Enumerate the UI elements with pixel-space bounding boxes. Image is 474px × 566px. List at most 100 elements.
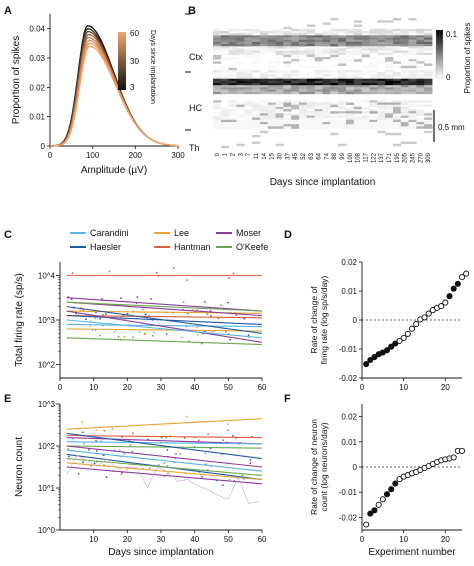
heatmap-cell (275, 111, 284, 114)
heatmap-cell (322, 39, 331, 43)
heatmap-cell (283, 35, 292, 38)
heatmap-cell (408, 109, 417, 112)
legend-entry-okeefe: O'Keefe (236, 242, 268, 252)
x-tick-label: 88 (332, 152, 338, 159)
heatmap-cell (306, 24, 316, 27)
heatmap-cell (369, 80, 378, 84)
heatmap-cell (330, 35, 339, 38)
heatmap-cell (353, 117, 362, 121)
heatmap-cell (213, 48, 222, 51)
heatmap-cell (338, 52, 347, 56)
heatmap-cell (267, 37, 276, 40)
heatmap-cell (283, 52, 292, 56)
data-point (228, 478, 231, 481)
heatmap-cell (385, 87, 394, 90)
heatmap-cell (385, 126, 394, 129)
x-tick-label: 2 (231, 152, 237, 156)
heatmap-cell (353, 41, 362, 45)
heatmap-cell (228, 83, 237, 86)
heatmap-cell (314, 46, 323, 49)
data-point (94, 439, 97, 442)
heatmap-cell (228, 33, 237, 36)
x-tick-label: 1 (223, 152, 229, 156)
heatmap-cell (400, 85, 409, 88)
heatmap-cell (408, 117, 417, 121)
amplitude-curve-3 (50, 31, 179, 147)
heatmap-cell (220, 89, 229, 92)
heatmap-cell (275, 126, 284, 129)
heatmap-cell (291, 44, 300, 47)
heatmap-cell (267, 109, 276, 112)
heatmap-cell (314, 78, 323, 82)
data-point (173, 267, 175, 269)
heatmap-cell (353, 111, 362, 114)
heatmap-cell (424, 59, 433, 62)
heatmap-cell (338, 72, 347, 75)
heatmap-cell (291, 106, 300, 110)
heatmap-cell (306, 78, 316, 82)
heatmap-cell (314, 50, 323, 53)
heatmap-cell (236, 113, 245, 116)
heatmap-cell (236, 33, 245, 36)
heatmap-cell (275, 143, 284, 147)
heatmap-cell (306, 72, 316, 75)
heatmap-cell (314, 70, 323, 73)
heatmap-cell (306, 100, 316, 103)
heatmap-cell (213, 70, 222, 73)
heatmap-cell (416, 41, 425, 45)
heatmap-cell (377, 126, 386, 129)
heatmap-cell (283, 87, 292, 90)
heatmap-cell (306, 102, 316, 105)
colorbar-tick-label: 30 (130, 57, 139, 66)
heatmap-cell (228, 50, 237, 53)
heatmap-cell (338, 124, 347, 127)
heatmap-cell (377, 91, 386, 95)
heatmap-cell (361, 126, 370, 129)
heatmap-cell (424, 89, 433, 92)
heatmap-cell (369, 41, 378, 45)
heatmap-cell (213, 35, 222, 38)
heatmap-cell (306, 87, 316, 90)
heatmap-cell (416, 89, 425, 92)
heatmap-cell (283, 63, 292, 66)
heatmap-cell (228, 91, 237, 95)
heatmap-cell (291, 57, 300, 60)
heatmap-cell (267, 48, 276, 51)
heatmap-cell (314, 115, 323, 118)
heatmap-cell (244, 91, 253, 95)
heatmap-cell (392, 126, 402, 129)
x-tick-label: 74 (324, 152, 330, 159)
heatmap-cell (228, 80, 237, 84)
x-tick-label: 45 (293, 152, 299, 159)
y-tick-label: 0.02 (29, 83, 45, 92)
heatmap-cell (424, 63, 433, 66)
heatmap-cell (377, 89, 386, 92)
data-point (113, 331, 116, 333)
x-tick-label: 10 (89, 383, 98, 392)
heatmap-cell (306, 44, 316, 47)
heatmap-cell (283, 31, 292, 34)
heatmap-cell (346, 124, 355, 127)
data-point (200, 342, 203, 345)
heatmap-cell (330, 48, 339, 51)
heatmap-cell (400, 33, 409, 36)
heatmap-cell (244, 83, 253, 86)
heatmap-cell (330, 39, 339, 43)
data-point (196, 334, 199, 336)
heatmap-cell (275, 50, 284, 53)
heatmap-cell (283, 44, 292, 47)
heatmap-cell (322, 35, 331, 38)
heatmap-cell (338, 106, 347, 110)
heatmap-cell (330, 18, 339, 21)
heatmap-cell (236, 119, 245, 123)
heatmap-cell (322, 33, 331, 36)
y-tick-label: -0.01 (339, 345, 358, 354)
heatmap-cell (353, 24, 362, 27)
heatmap-cell (213, 119, 222, 123)
heatmap-cell (361, 78, 370, 82)
heatmap-cell (244, 113, 253, 116)
data-point (118, 449, 121, 452)
heatmap-cell (259, 89, 269, 92)
heatmap-cell (361, 85, 370, 88)
x-tick-label: 7 (246, 152, 252, 156)
